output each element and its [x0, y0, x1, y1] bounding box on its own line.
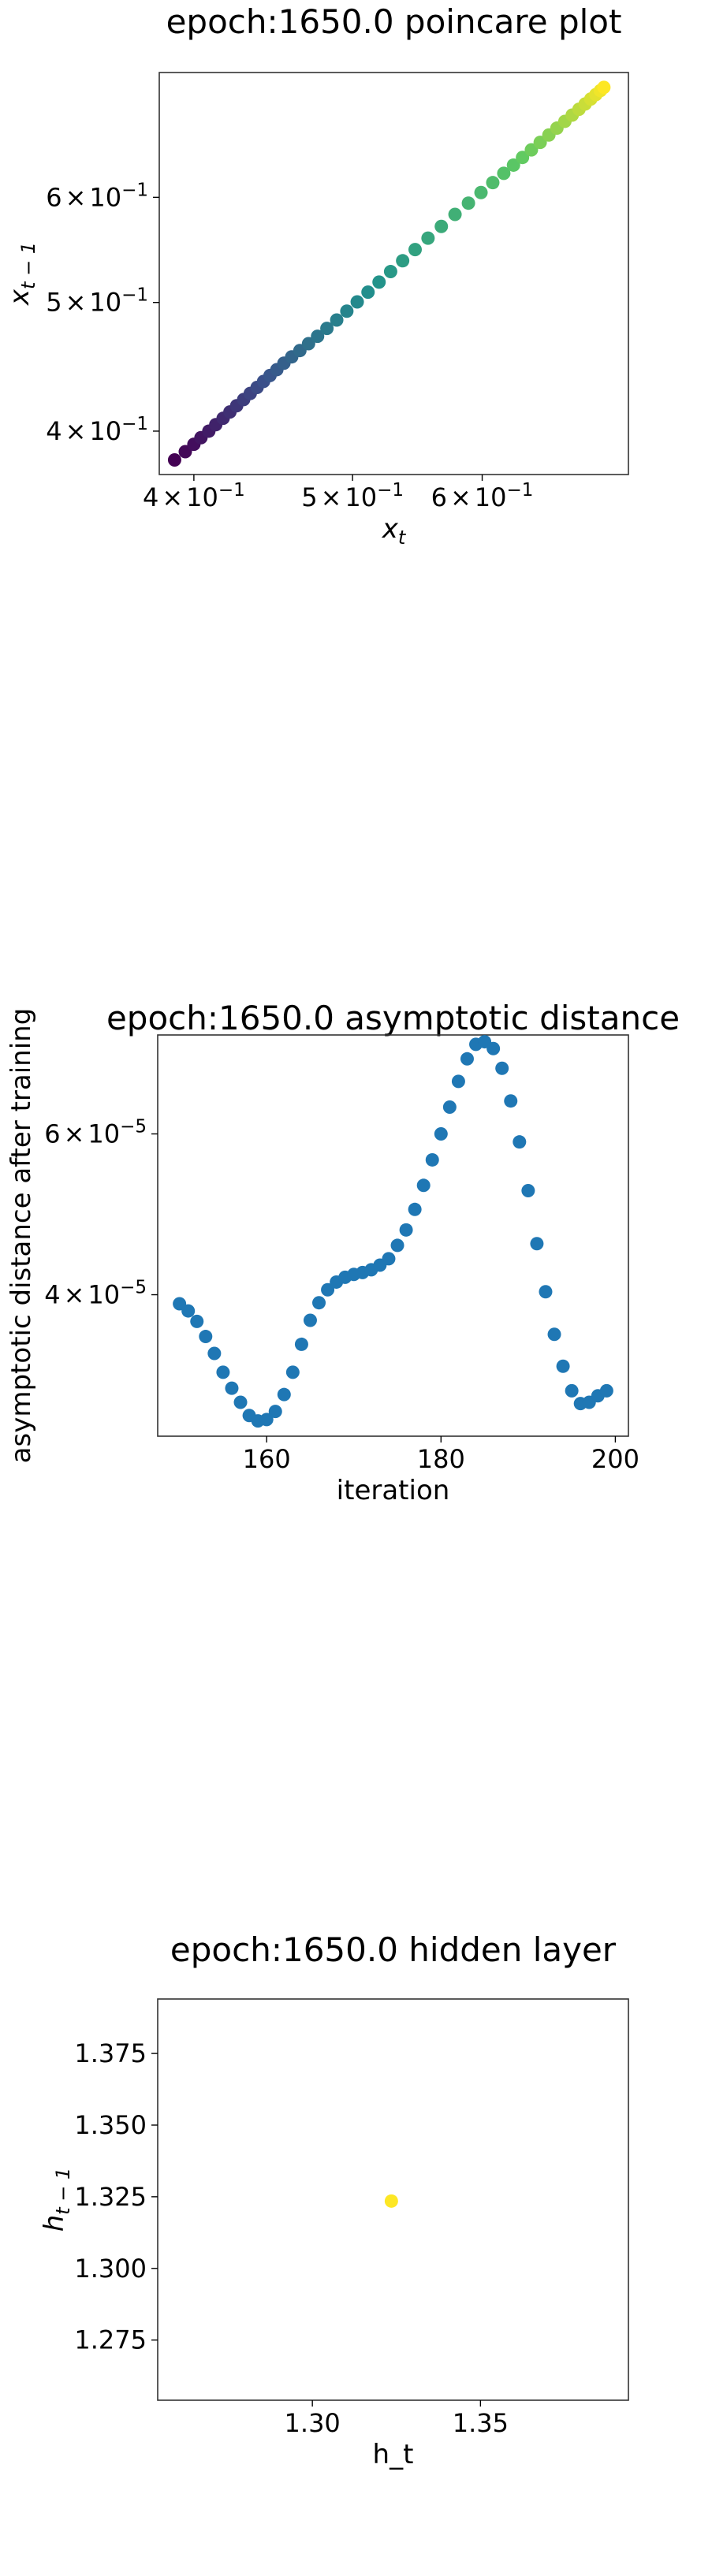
x-tick-label: 5 × 10−1 [301, 480, 404, 512]
data-point [521, 1184, 535, 1198]
data-point [311, 329, 325, 344]
data-point [474, 185, 488, 199]
x-tick-label: 6 × 10−1 [431, 480, 534, 512]
data-point [301, 337, 315, 351]
data-point [524, 143, 539, 157]
data-point [259, 1413, 274, 1427]
data-point [597, 80, 611, 95]
data-point [451, 1074, 465, 1089]
data-point [340, 304, 354, 318]
data-point [565, 1383, 579, 1398]
x-tick-label: 160 [243, 1444, 291, 1474]
data-point [312, 1296, 326, 1310]
data-point [539, 1285, 553, 1299]
plot-area-frame [157, 1034, 629, 1437]
data-point [421, 231, 435, 245]
data-point [547, 1327, 561, 1342]
data-point [303, 1313, 317, 1327]
data-point [461, 196, 475, 210]
x-tick-label: 200 [591, 1444, 639, 1474]
x-tick-label: 1.35 [453, 2408, 509, 2438]
data-point [556, 1359, 570, 1373]
data-point [216, 1365, 230, 1379]
data-point [506, 158, 520, 172]
data-point [372, 275, 386, 289]
chart-title: epoch:1650.0 asymptotic distance [106, 999, 680, 1037]
y-tick-label: 1.375 [74, 2038, 147, 2068]
data-point [425, 1152, 439, 1167]
data-point [268, 1405, 282, 1419]
data-point [361, 285, 375, 300]
data-point [320, 322, 334, 336]
chart-title: epoch:1650.0 hidden layer [170, 1930, 617, 1969]
data-point [350, 295, 364, 309]
data-point [497, 166, 511, 181]
y-tick-label: 1.325 [74, 2182, 147, 2212]
data-point [277, 1387, 291, 1402]
data-point [384, 2194, 398, 2208]
data-point [225, 1381, 239, 1395]
data-point [383, 265, 397, 279]
y-tick-label: 1.300 [74, 2254, 147, 2284]
y-axis-label: ht − 1 [39, 2168, 74, 2232]
y-tick-label: 5 × 10−1 [46, 285, 148, 318]
chart-3: epoch:1650.0 hidden layer 1.30 1.35 1.275 1.… [39, 1930, 629, 2470]
data-point [167, 453, 181, 467]
y-tick-label: 4 × 10−1 [46, 414, 148, 446]
plot-area-frame [158, 72, 629, 475]
data-point [190, 1314, 204, 1328]
y-tick-label: 4 × 10−5 [44, 1278, 147, 1310]
data-point [408, 1202, 422, 1216]
data-point [442, 1100, 457, 1114]
data-point [396, 254, 410, 268]
x-tick-label: 4 × 10−1 [143, 480, 245, 512]
data-point [181, 1304, 196, 1318]
data-point [448, 207, 462, 221]
data-point [516, 151, 530, 165]
data-point [321, 1282, 335, 1297]
data-point [390, 1238, 404, 1253]
data-point [399, 1223, 413, 1237]
x-tick-label: 180 [417, 1444, 465, 1474]
data-point [285, 1365, 300, 1379]
data-point [530, 1237, 544, 1251]
y-tick-label: 1.350 [74, 2110, 147, 2140]
data-point [513, 1135, 527, 1149]
chart-1: epoch:1650.0 poincare plot 4 × 10−1 5 × 10−1 6 ×… [4, 2, 629, 549]
data-point [460, 1052, 474, 1066]
data-point [495, 1061, 509, 1075]
data-point [294, 1337, 308, 1351]
data-point [382, 1252, 396, 1266]
data-point [434, 219, 449, 233]
y-tick-label: 6 × 10−1 [46, 180, 148, 212]
data-point [504, 1094, 518, 1108]
y-axis-label: asymptotic distance after training [6, 1008, 37, 1464]
data-point [486, 1041, 501, 1055]
chart-title: epoch:1650.0 poincare plot [166, 2, 622, 41]
data-point [233, 1395, 248, 1409]
data-point [408, 243, 422, 257]
data-point [199, 1330, 213, 1344]
plot-area-frame [157, 1998, 629, 2401]
data-point [416, 1178, 431, 1193]
x-tick-label: 1.30 [285, 2408, 341, 2438]
x-axis-label: h_t [373, 2439, 414, 2470]
x-axis-label: xt [382, 513, 407, 549]
data-point [486, 176, 500, 190]
y-tick-label: 1.275 [74, 2325, 147, 2355]
data-point [434, 1127, 448, 1141]
data-point [599, 1383, 613, 1398]
y-axis-label: xt − 1 [4, 242, 39, 306]
data-point [207, 1346, 222, 1361]
y-tick-label: 6 × 10−5 [44, 1117, 147, 1149]
chart-2: epoch:1650.0 asymptotic distance 160 180 20… [6, 999, 680, 1506]
x-axis-label: iteration [337, 1475, 450, 1506]
data-point [330, 313, 344, 327]
